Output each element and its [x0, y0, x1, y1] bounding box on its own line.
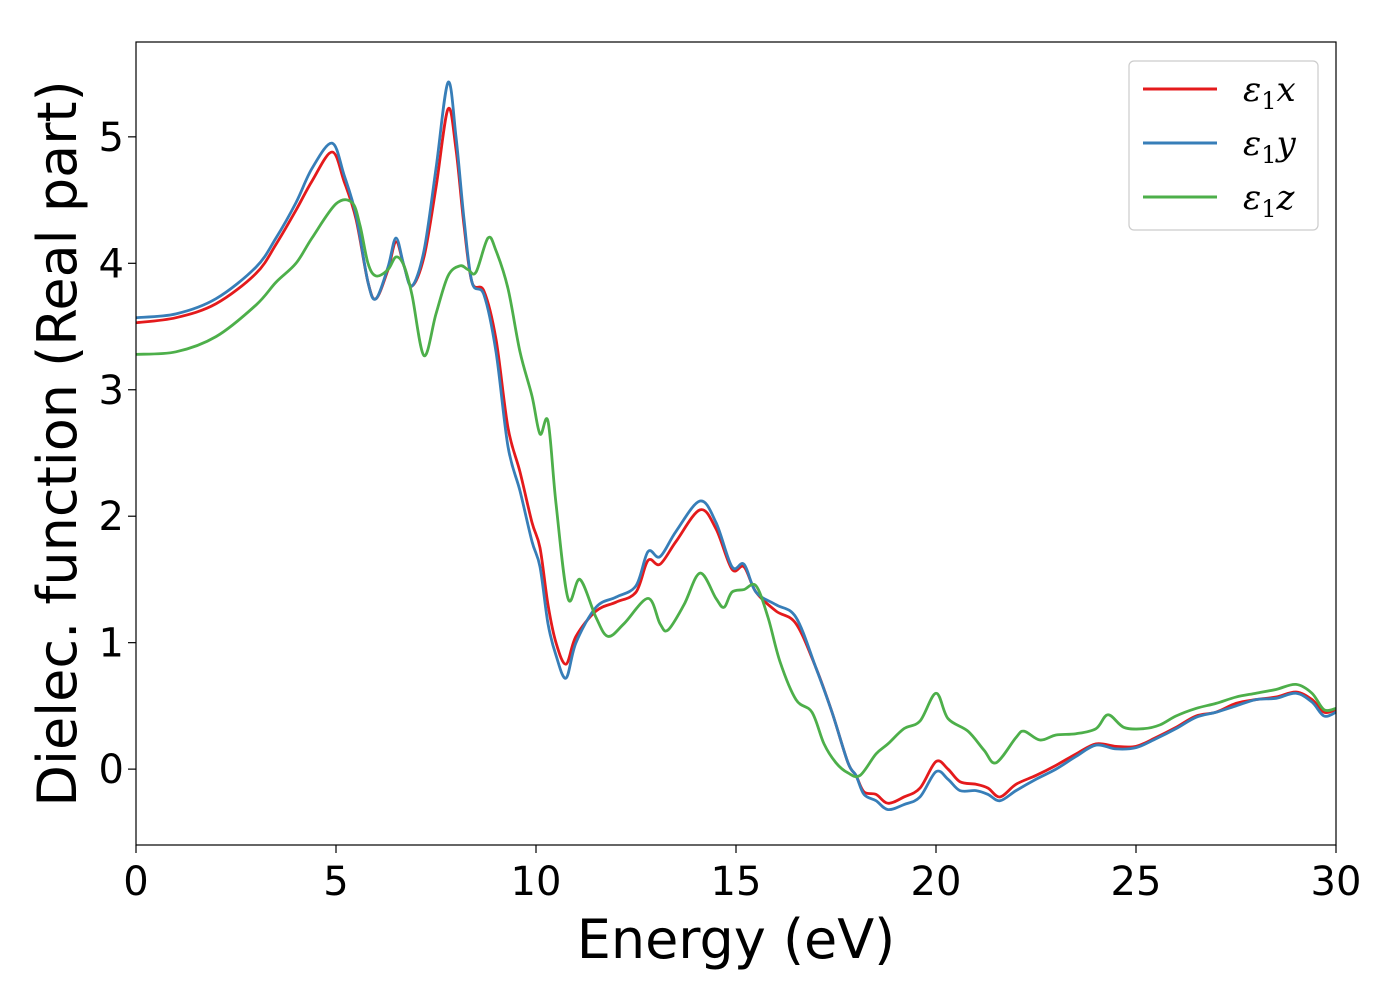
y-tick-label: 2 — [99, 494, 124, 540]
x-tick-label: 0 — [123, 859, 148, 905]
x-tick-label: 5 — [323, 859, 348, 905]
x-tick-label: 10 — [511, 859, 562, 905]
legend-label-y: ε1y — [1243, 124, 1297, 169]
y-axis-label: Dielec. function (Real part) — [26, 80, 89, 806]
x-tick-label: 25 — [1111, 859, 1162, 905]
legend-label-z: ε1z — [1243, 178, 1296, 223]
legend: ε1x ε1y ε1z — [1128, 60, 1319, 231]
series-lines — [136, 80, 1336, 812]
legend-box — [1128, 60, 1319, 231]
y-tick-label: 0 — [99, 747, 124, 793]
x-tick-label: 20 — [911, 859, 962, 905]
x-tick-label: 15 — [711, 859, 762, 905]
series-line-y — [136, 80, 1336, 812]
plot-area — [135, 41, 1337, 846]
y-tick-label: 3 — [99, 368, 124, 414]
y-tick-label: 1 — [99, 621, 124, 667]
x-axis-label: Energy (eV) — [577, 908, 896, 971]
legend-label-x: ε1x — [1243, 70, 1296, 115]
y-tick-label: 5 — [99, 115, 124, 161]
y-tick-label: 4 — [99, 241, 124, 287]
x-tick-label: 30 — [1311, 859, 1362, 905]
series-line-z — [136, 198, 1336, 779]
x-axis-ticks: 0 5 10 15 20 25 30 — [123, 845, 1361, 905]
y-axis-ticks: 0 1 2 3 4 5 — [99, 115, 136, 793]
